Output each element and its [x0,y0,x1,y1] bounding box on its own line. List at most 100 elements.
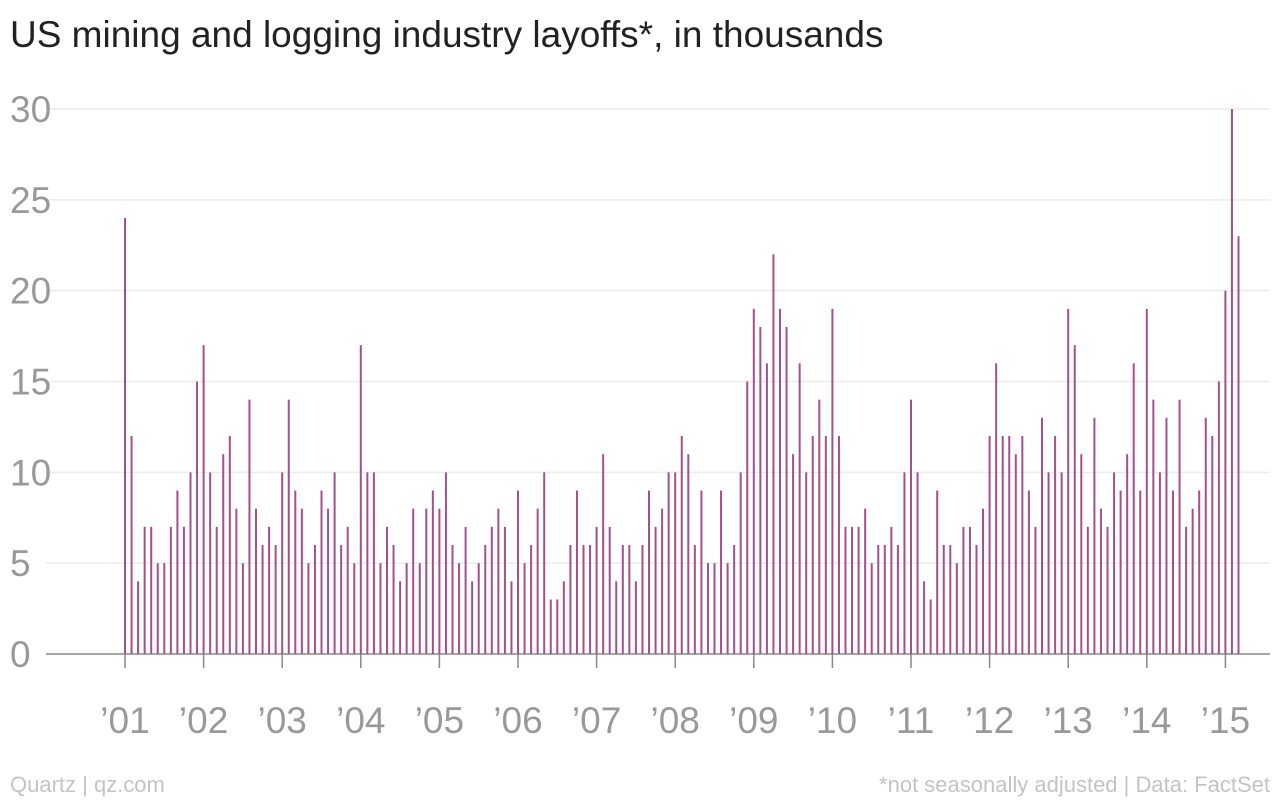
bar [1172,490,1174,654]
x-tick-label: ’02 [179,700,228,741]
bar [903,472,906,654]
bar [851,526,854,654]
bar [844,526,847,654]
bar [1224,290,1227,654]
bars [124,109,1240,655]
bar [700,490,703,654]
bar [405,563,408,654]
bar [602,454,605,654]
x-tick-label: ’11 [888,700,935,741]
bar [340,545,343,654]
x-tick-label: ’08 [651,700,700,741]
bar [870,563,873,654]
bar [713,563,716,654]
bar [530,545,533,654]
bar [556,599,559,654]
bar [1106,526,1109,654]
bar [674,472,677,654]
bar [805,472,808,654]
bar [438,508,441,654]
bar [1093,417,1096,654]
bar [202,345,205,654]
bar [248,399,251,654]
bar [372,472,375,654]
bar [281,472,284,654]
bar [549,599,552,654]
x-axis-ticks: ’01 ’02 ’03 ’04 ’05 ’06 ’07 ’08 ’09 ’10 ’11 ’12 ’13 ’… [100,654,1250,741]
bar [182,526,185,654]
bar [955,563,958,654]
bar [988,436,991,654]
bar [1080,454,1083,654]
bar [733,545,736,654]
bar [1099,508,1102,654]
bar [176,490,179,654]
bar [575,490,578,654]
bar [189,472,192,654]
bar [792,454,795,654]
footer-source-left: Quartz | qz.com [10,772,165,797]
bar [294,490,297,654]
bar [353,563,356,654]
bar [693,545,696,654]
bar [824,436,827,654]
bar [255,508,257,654]
bar [785,327,788,654]
y-tick-label: 30 [10,89,51,130]
bar [746,381,749,654]
bar [366,472,369,654]
bar [379,563,382,654]
bar [228,436,231,654]
bar [752,308,755,654]
bar [765,363,768,654]
bar [1067,308,1070,654]
bar [628,545,631,654]
bar [464,526,467,654]
bar [818,399,821,654]
bar [196,381,199,654]
bar [1041,417,1043,654]
bar [1152,399,1155,654]
bar [386,526,388,654]
bar [287,399,290,654]
bar [798,363,801,654]
bar [641,545,644,654]
bar [1158,472,1161,654]
bar [1145,308,1148,654]
bar [1165,417,1168,654]
bar [779,308,781,654]
bar [968,526,971,654]
x-tick-label: ’14 [1122,700,1171,741]
bar [1185,526,1188,654]
chart-title: US mining and logging industry layoffs*,… [10,14,884,55]
bar [923,581,926,654]
bar [582,545,585,654]
bar [477,563,480,654]
x-tick-label: ’04 [336,700,385,741]
bar [261,545,264,654]
bar [890,526,893,654]
bar [392,545,395,654]
bar [1237,236,1240,655]
bar [942,545,945,654]
bar [1139,490,1142,654]
bar [536,508,539,654]
bar [241,563,244,654]
bar [910,399,912,654]
bar [222,454,225,654]
bar [1178,399,1181,654]
bar [562,581,565,654]
bar [595,526,598,654]
bar [1113,472,1116,654]
bar [274,545,277,654]
bar [425,508,428,654]
x-tick-label: ’10 [808,700,857,741]
x-tick-label: ’15 [1201,700,1250,741]
bar [490,526,493,654]
bar [346,526,349,654]
y-tick-label: 5 [10,543,31,584]
bar [399,581,402,654]
bar [333,472,336,654]
bar [517,490,519,654]
bar [667,472,670,654]
